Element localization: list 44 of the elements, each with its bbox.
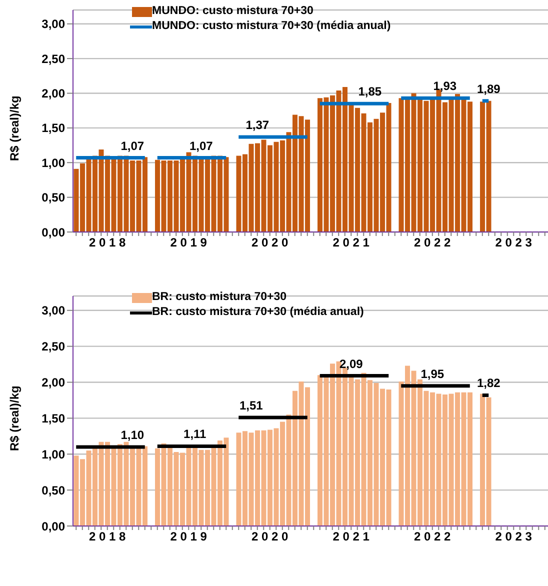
data-label: 1,37 [246,118,270,132]
legend-label: BR: custo mistura 70+30 (média anual) [152,305,364,320]
data-label: 1,89 [476,82,501,96]
x-tick-label: 2 0 2 2 [414,236,452,250]
data-label: 1,10 [120,428,144,442]
data-label: 1,11 [184,427,207,442]
data-label: 1,95 [420,366,444,381]
data-label: 1,82 [476,376,501,390]
y-tick-label: 2,00 [42,376,66,390]
y-tick-label: 1,50 [42,411,66,426]
x-tick-label: 2 0 1 9 [170,236,208,250]
data-label: 1,51 [239,398,264,412]
x-tick-label: 2 0 1 8 [89,236,126,250]
y-tick-label: 2,50 [42,52,66,66]
y-tick-label: 1,00 [42,447,66,462]
data-label: 1,07 [189,138,214,153]
legend-label: MUNDO: custo mistura 70+30 [152,4,314,19]
y-tick-label: 0,00 [42,225,66,240]
x-tick-label: 2 0 2 1 [332,236,370,250]
x-tick-label: 2 0 2 0 [252,236,289,250]
x-tick-label: 2 0 2 2 [414,530,452,544]
y-tick-label: 0,50 [42,190,66,205]
x-tick-label: 2 0 2 0 [252,530,289,544]
y-tick-label: 1,50 [42,121,66,136]
data-label: 2,09 [339,356,364,371]
data-label: 1,93 [433,79,457,94]
x-tick-label: 2 0 1 9 [170,530,208,544]
y-tick-label: 3,00 [42,17,66,32]
legend-label: BR: custo mistura 70+30 [152,290,287,305]
y-tick-label: 3,00 [42,304,66,318]
y-tick-label: 0,50 [42,483,66,498]
y-axis-title: R$ (real)/kg [7,96,22,161]
y-tick-label: 1,00 [42,156,66,170]
legend-label: MUNDO: custo mistura 70+30 (média anual) [152,19,391,34]
y-tick-label: 2,00 [42,86,66,101]
y-axis-title: R$ (real)/kg [7,386,22,451]
x-tick-label: 2 0 2 3 [495,236,532,250]
x-tick-label: 2 0 2 1 [332,530,370,544]
data-label: 1,85 [358,84,382,99]
y-tick-label: 2,50 [42,340,66,354]
x-tick-label: 2 0 1 8 [89,530,126,544]
x-tick-label: 2 0 2 3 [495,530,532,544]
data-label: 1,07 [120,138,144,153]
y-tick-label: 0,00 [42,519,66,534]
